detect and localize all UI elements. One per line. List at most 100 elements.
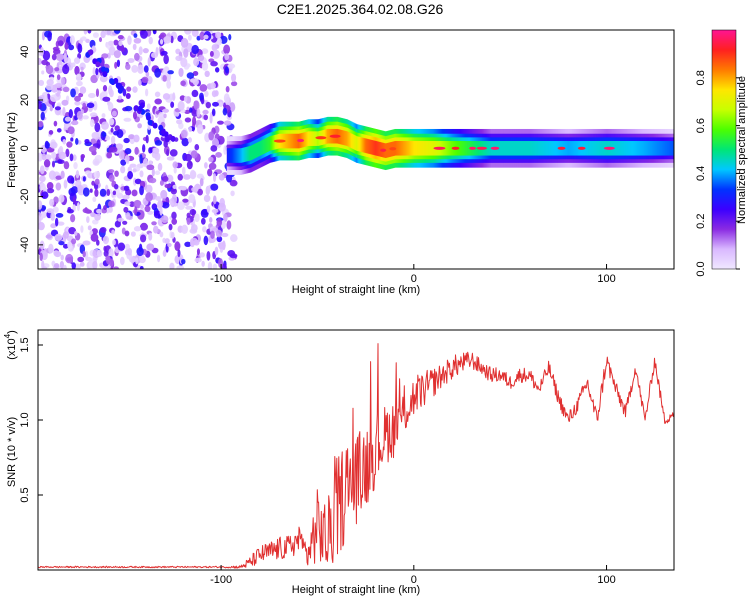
noise-speckle [208,156,214,163]
noise-speckle [67,126,75,135]
ridge-cell [423,141,426,156]
noise-speckle [211,108,216,117]
snr-x-tick-label: 100 [597,574,615,586]
noise-speckle [148,147,153,154]
noise-speckle [139,254,145,263]
ridge-cell [448,141,451,156]
ridge-cell [554,141,557,156]
noise-speckle [104,30,113,36]
ridge-cell [585,141,587,156]
noise-speckle [82,250,86,258]
noise-speckle [38,101,42,110]
noise-speckle [163,140,168,148]
noise-speckle [65,148,70,158]
noise-speckle [210,82,216,90]
noise-speckle [135,257,139,265]
ridge-cell [267,137,269,152]
ridge-cell [412,141,415,156]
noise-speckle [145,88,149,97]
noise-speckle [134,178,142,185]
spectrogram-y-tick-label: -40 [19,237,31,253]
ridge-cell [372,140,374,155]
noise-speckle [134,52,140,61]
ridge-cell [308,131,311,146]
noise-speckle [46,188,55,194]
noise-speckle [108,40,114,47]
noise-speckle [93,171,101,179]
ridge-hotspot [476,146,487,150]
noise-speckle [44,92,48,103]
ridge-cell [646,141,648,156]
noise-speckle [196,124,204,135]
noise-speckle [208,131,214,141]
noise-speckle [86,216,90,223]
noise-speckle [137,123,142,129]
ridge-cell [587,141,589,156]
ridge-cell [640,141,642,156]
noise-speckle [204,90,209,98]
noise-speckle [92,32,99,38]
noise-speckle [89,188,93,193]
noise-speckle [75,73,82,82]
noise-speckle [183,95,188,102]
ridge-cell [374,140,376,156]
noise-speckle [46,78,54,86]
ridge-cell [574,141,577,156]
ridge-cell [627,141,630,156]
noise-speckle [82,187,90,197]
noise-speckle [222,107,228,116]
ridge-cell [642,141,644,156]
noise-speckle [103,205,107,211]
noise-speckle [199,84,208,92]
noise-speckle [191,186,199,193]
ridge-cell [600,141,603,156]
ridge-cell [657,141,660,156]
ridge-cell [547,141,550,156]
noise-speckle [70,186,78,194]
ridge-cell [651,141,654,156]
noise-speckle [54,106,61,111]
noise-speckle [210,61,218,67]
ridge-cell [235,148,238,163]
ridge-cell [525,141,528,156]
snr-series-line [38,343,674,569]
ridge-cell [309,131,312,146]
ridge-cell [633,141,636,156]
noise-speckle [211,90,217,98]
ridge-cell [542,141,545,156]
noise-speckle [108,248,114,258]
ridge-cell [660,141,663,156]
noise-speckle [49,105,53,112]
noise-speckle [113,183,119,190]
ridge-cell [649,141,652,156]
ridge-cell [310,131,313,146]
noise-speckle [210,230,215,239]
noise-speckle [230,190,235,197]
noise-speckle [183,48,189,58]
noise-speckle [158,111,165,119]
noise-speckle [90,212,96,218]
ridge-cell [654,141,657,156]
ridge-cell [655,141,658,156]
noise-speckle [142,144,146,153]
noise-speckle [172,92,176,102]
noise-speckle [229,179,238,187]
ridge-cell [236,148,239,163]
ridge-cell [447,141,450,156]
noise-speckle [112,239,116,246]
noise-speckle [70,88,76,98]
noise-speckle [63,179,68,189]
noise-speckle [55,182,62,191]
noise-speckle [94,122,101,133]
ridge-cell [370,139,373,155]
noise-speckle [113,39,119,46]
noise-speckle [192,116,197,126]
ridge-cell [466,141,469,156]
ridge-cell [515,141,517,156]
ridge-cell [428,141,430,156]
spectrogram-y-tick-label: 40 [19,46,31,58]
noise-speckle [95,88,100,98]
noise-speckle [38,120,44,128]
noise-speckle [186,160,193,170]
ridge-cell [241,148,243,163]
